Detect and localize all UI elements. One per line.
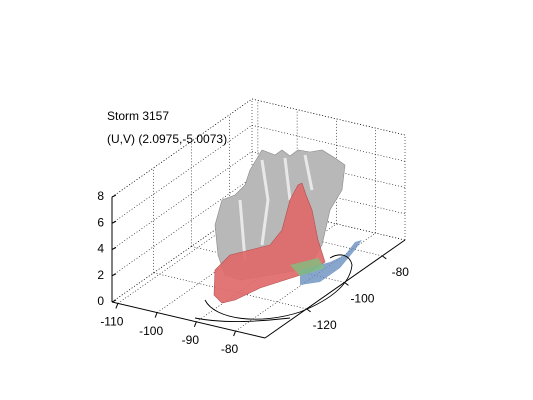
- z-tick: [111, 194, 117, 198]
- surface-highlight: [238, 154, 314, 261]
- grid-line: [251, 98, 406, 136]
- y-tick: [306, 308, 311, 313]
- z-tick-label: 2: [97, 268, 104, 282]
- blue-surface: [300, 240, 362, 285]
- contour: [194, 317, 291, 323]
- z-tick-label: 0: [97, 294, 104, 308]
- x-tick: [233, 330, 237, 337]
- grid-line: [251, 124, 406, 162]
- chart-subtitle: (U,V) (2.0975,-5.0073): [107, 132, 227, 146]
- grid-line: [251, 203, 406, 241]
- x-tick: [154, 312, 158, 318]
- x-tick-label: -100: [139, 324, 163, 338]
- red-surface: [213, 182, 326, 304]
- green-surface: [290, 258, 325, 276]
- x-tick-label: -80: [221, 342, 239, 356]
- z-tick: [111, 220, 117, 224]
- x-tick: [115, 303, 119, 309]
- x-tick-label: -110: [100, 315, 123, 329]
- isosurface: [194, 149, 362, 323]
- z-tick-label: 6: [97, 215, 104, 229]
- contour: [204, 254, 353, 320]
- chart-title: Storm 3157: [107, 109, 169, 123]
- y-tick-label: -100: [350, 292, 374, 306]
- z-tick: [111, 273, 117, 277]
- x-tick: [193, 321, 197, 328]
- y-tick: [381, 255, 387, 260]
- axes: -110 -100 -90 -80 -120 -100 -80 0 2 4 6 8: [97, 189, 409, 356]
- x-axis: [111, 301, 266, 339]
- z-tick: [111, 247, 117, 250]
- y-axis: [264, 239, 406, 339]
- z-tick-label: 4: [97, 242, 104, 256]
- y-tick-label: -80: [392, 265, 410, 279]
- y-tick: [344, 281, 349, 286]
- x-tick-label: -90: [182, 333, 200, 347]
- z-tick-label: 8: [97, 189, 104, 203]
- y-tick-label: -120: [313, 318, 337, 332]
